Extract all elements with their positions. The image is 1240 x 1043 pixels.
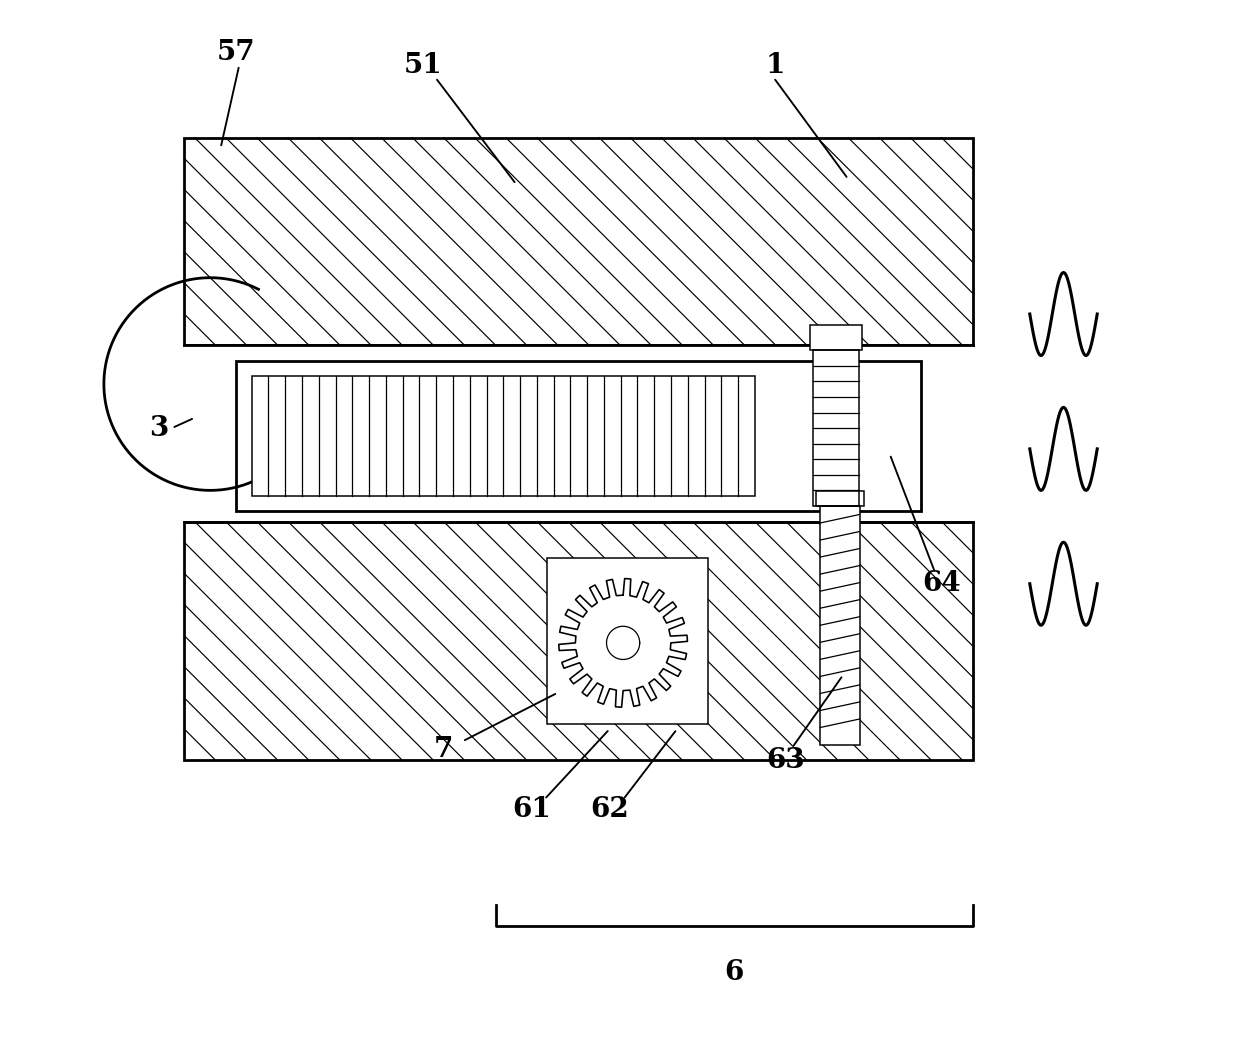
Text: 63: 63 [766, 747, 805, 774]
Text: 3: 3 [149, 415, 167, 441]
Text: 62: 62 [590, 797, 629, 823]
Text: 6: 6 [724, 960, 744, 987]
Bar [236, 361, 921, 511]
Bar [252, 377, 755, 495]
Bar [236, 361, 921, 511]
Bar [820, 506, 859, 745]
Bar [813, 350, 858, 506]
Bar [185, 522, 972, 760]
Text: 51: 51 [403, 51, 443, 78]
Bar [816, 491, 864, 506]
Bar [810, 325, 862, 350]
Text: 64: 64 [923, 571, 961, 598]
Text: 1: 1 [766, 51, 785, 78]
Bar [820, 506, 859, 745]
Text: 57: 57 [217, 39, 255, 66]
Text: 7: 7 [434, 736, 454, 763]
Bar [252, 377, 755, 495]
Bar [547, 558, 708, 724]
Bar [185, 345, 972, 522]
Bar [185, 138, 972, 345]
Text: 61: 61 [512, 797, 552, 823]
Bar [547, 558, 708, 724]
Bar [810, 325, 862, 350]
Bar [816, 491, 864, 506]
Bar [813, 350, 858, 506]
